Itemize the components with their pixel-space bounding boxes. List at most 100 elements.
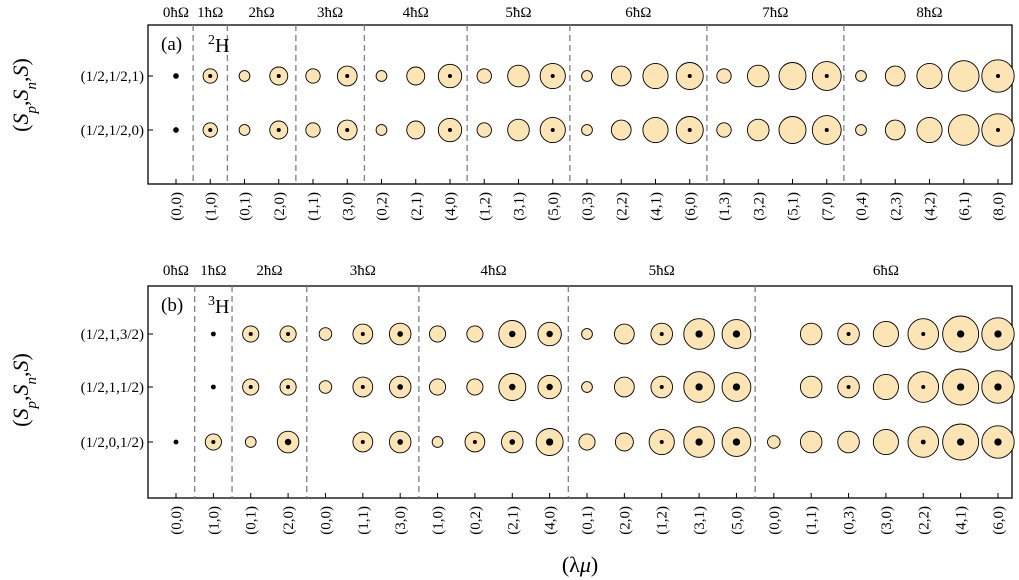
bubble-outer (375, 70, 388, 82)
shell-label: 2ħΩ (256, 263, 282, 279)
x-tick-label: (5,0) (729, 506, 745, 535)
bubble-inner (360, 439, 365, 445)
bubble-inner (659, 331, 664, 337)
shell-label: 1ħΩ (197, 5, 223, 21)
bubble-inner (994, 438, 1002, 446)
x-tick-label: (0,4) (854, 192, 870, 221)
bubble-outer (578, 433, 596, 451)
bubble-inner (360, 331, 365, 337)
bubble-outer (507, 118, 530, 142)
bubble-inner (276, 127, 281, 133)
x-tick-label: (6,1) (957, 192, 973, 221)
bubble-outer (778, 116, 807, 144)
x-tick-label: (3,1) (692, 506, 708, 535)
x-tick-label: (2,1) (409, 192, 425, 221)
x-tick-label: (1,0) (203, 192, 219, 221)
bubble-inner (208, 73, 213, 79)
x-tick-label: (0,3) (580, 192, 596, 221)
nucleus-label: 3H (208, 294, 229, 318)
bubble-outer (466, 378, 484, 396)
bubble-inner (732, 438, 741, 446)
x-tick-label: (5,1) (786, 192, 802, 221)
bubble-outer (614, 376, 635, 398)
bubble-outer (428, 378, 447, 396)
row-label: (1/2,1,1/2) (81, 380, 144, 396)
bubble-outer (476, 122, 492, 138)
row-label: (1/2,1,3/2) (81, 327, 144, 343)
x-tick-label: (6,0) (683, 192, 699, 221)
bubble-outer (799, 375, 823, 399)
row-label: (1/2,1/2,0) (81, 123, 144, 139)
shell-label: 0ħΩ (163, 263, 189, 279)
x-tick-label: (2,0) (281, 506, 297, 535)
bubble-inner (447, 127, 453, 133)
row-label: (1/2,1/2,1) (81, 69, 144, 85)
panel-label: (b) (161, 295, 183, 316)
bubble-inner (286, 384, 291, 390)
x-tick-label: (1,3) (717, 192, 733, 221)
bubble-inner (920, 439, 926, 445)
bubble-inner (687, 73, 692, 79)
bubble-outer (799, 322, 823, 346)
shell-label: 2ħΩ (249, 5, 275, 21)
bubble-inner (509, 439, 516, 445)
bubble-inner (509, 330, 516, 338)
x-tick-label: (7,0) (820, 192, 836, 221)
bubble-inner (345, 127, 350, 133)
shell-label: 8ħΩ (916, 5, 942, 21)
bubble-outer (778, 62, 807, 90)
bubble-outer (916, 62, 943, 90)
x-tick-label: (0,0) (767, 506, 783, 535)
y-axis-label: (Sp,Sn,S) (8, 58, 40, 132)
bubble-outer (872, 320, 899, 348)
bubble-inner (173, 127, 179, 133)
bubble-outer (431, 436, 444, 448)
shell-label: 4ħΩ (481, 263, 507, 279)
bubble-inner (546, 383, 553, 391)
bubble-inner (824, 73, 829, 79)
bubble-inner (211, 439, 216, 445)
bubble-outer (610, 119, 632, 141)
bubble-inner (687, 127, 692, 133)
x-tick-label: (4,2) (923, 192, 939, 221)
bubble-outer (855, 124, 867, 136)
bubble-inner (994, 330, 1002, 338)
bubble-outer (406, 120, 426, 140)
bubble-outer (747, 118, 770, 142)
x-tick-label: (2,0) (617, 506, 633, 535)
x-tick-label: (4,1) (649, 192, 665, 221)
x-axis-label: (λμ) (562, 552, 598, 577)
bubble-outer (642, 62, 669, 90)
bubble-inner (173, 439, 179, 445)
bubble-inner (248, 331, 253, 337)
x-tick-label: (1,1) (804, 506, 820, 535)
bubble-outer (318, 380, 333, 394)
shell-label: 6ħΩ (873, 263, 899, 279)
bubble-outer (716, 122, 732, 138)
bubble-inner (447, 73, 453, 79)
shell-label: 3ħΩ (317, 5, 343, 21)
x-tick-label: (0,1) (244, 506, 260, 535)
bubble-inner (173, 73, 179, 79)
bubble-inner (921, 331, 926, 337)
x-tick-label: (2,2) (916, 506, 932, 535)
bubble-outer (318, 327, 333, 341)
bubble-outer (305, 68, 321, 84)
bubble-inner (210, 384, 216, 390)
x-tick-label: (1,1) (356, 506, 372, 535)
x-tick-label: (0,2) (468, 506, 484, 535)
bubble-inner (732, 383, 741, 391)
bubble-inner (956, 438, 965, 446)
bubble-inner (659, 384, 664, 390)
x-tick-label: (8,0) (991, 192, 1007, 221)
shell-label: 0ħΩ (163, 5, 189, 21)
bubble-inner (546, 330, 553, 338)
bubble-outer (305, 122, 321, 138)
y-axis-label: (Sp,Sn,S) (8, 353, 40, 427)
bubble-outer (614, 432, 634, 452)
bubble-inner (345, 73, 350, 79)
panel-a: 2H (147, 24, 1015, 185)
shell-label: 6ħΩ (625, 5, 651, 21)
bubble-inner (210, 331, 216, 337)
bubble-inner (550, 127, 555, 133)
